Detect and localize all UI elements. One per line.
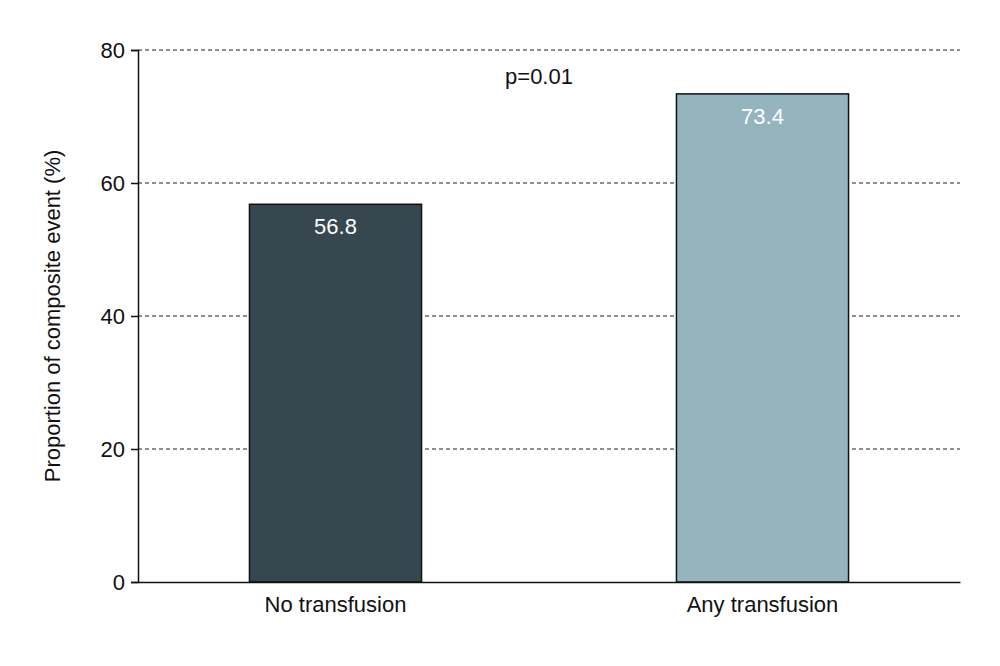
y-tick-mark — [131, 316, 138, 318]
y-axis-line — [131, 51, 139, 583]
y-axis: 0 20 40 60 80 — [101, 38, 139, 595]
y-tick-mark — [131, 50, 138, 52]
annotation: p=0.01 — [505, 64, 573, 89]
y-tick-mark — [131, 449, 138, 451]
y-tick: 60 — [101, 171, 138, 196]
y-tick-label: 60 — [101, 171, 125, 196]
y-tick: 80 — [101, 38, 138, 63]
x-tick: No transfusion — [265, 592, 407, 617]
x-axis-line — [139, 582, 961, 584]
bar — [676, 94, 848, 582]
y-tick-label: 0 — [113, 570, 125, 595]
y-axis-title: Proportion of composite event (%) — [40, 150, 65, 483]
y-tick-label: 40 — [101, 304, 125, 329]
bars — [249, 94, 848, 582]
y-tick-mark — [131, 582, 138, 584]
y-tick-mark — [131, 183, 138, 185]
chart: 0 20 40 60 80 No transfusion Any transfusion 56… — [0, 0, 1000, 666]
data-labels: 56.8 73.4 — [314, 104, 784, 239]
data-label: 56.8 — [314, 214, 357, 239]
y-tick-label: 20 — [101, 437, 125, 462]
y-tick: 20 — [101, 437, 138, 462]
x-axis: No transfusion Any transfusion — [139, 583, 961, 617]
y-tick-label: 80 — [101, 38, 125, 63]
grid-line — [138, 49, 960, 50]
bar — [249, 204, 421, 582]
x-tick-label: Any transfusion — [687, 592, 839, 617]
x-tick-label: No transfusion — [265, 592, 407, 617]
x-tick: Any transfusion — [687, 592, 839, 617]
y-tick: 40 — [101, 304, 138, 329]
y-tick: 0 — [113, 570, 138, 595]
data-label: 73.4 — [741, 104, 784, 129]
